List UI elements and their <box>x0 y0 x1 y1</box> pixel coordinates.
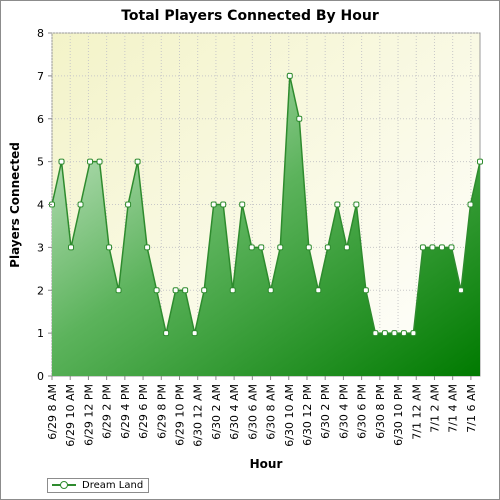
data-point <box>381 330 388 337</box>
x-tick-label: 6/29 10 AM <box>64 384 77 447</box>
data-point <box>400 330 407 337</box>
x-tick-label: 6/30 10 AM <box>283 384 296 447</box>
x-tick-label: 7/1 4 AM <box>447 384 460 433</box>
x-tick-label: 6/30 8 PM <box>374 384 387 439</box>
data-point <box>448 244 455 251</box>
legend: Dream Land <box>47 478 149 493</box>
data-point <box>201 287 208 294</box>
data-point <box>115 287 122 294</box>
data-point <box>77 201 84 208</box>
data-point <box>58 158 65 165</box>
data-point <box>277 244 284 251</box>
x-tick-label: 6/29 8 PM <box>155 384 168 439</box>
data-point <box>315 287 322 294</box>
x-tick-label: 6/30 10 PM <box>392 384 405 446</box>
y-axis-label: Players Connected <box>8 142 22 268</box>
x-tick-label: 6/29 10 PM <box>173 384 186 446</box>
data-point <box>153 287 160 294</box>
data-point <box>429 244 436 251</box>
x-tick-label: 6/30 6 AM <box>246 384 259 440</box>
data-point <box>334 201 341 208</box>
legend-marker-icon <box>60 481 68 489</box>
x-tick-label: 7/1 6 AM <box>465 384 478 433</box>
data-point <box>210 201 217 208</box>
data-point <box>182 287 189 294</box>
y-axis-ticks: 0 1 2 3 4 5 6 7 8 <box>37 27 52 383</box>
data-point <box>248 244 255 251</box>
data-point <box>267 287 274 294</box>
data-point <box>286 72 293 79</box>
series-points <box>49 72 483 337</box>
x-tick-label: 7/1 12 AM <box>410 384 423 440</box>
data-point <box>68 244 75 251</box>
data-point <box>477 158 483 165</box>
y-tick-label: 4 <box>37 199 44 212</box>
legend-label: Dream Land <box>82 480 144 491</box>
data-point <box>305 244 312 251</box>
data-point <box>362 287 369 294</box>
y-tick-label: 0 <box>37 370 44 383</box>
data-point <box>324 244 331 251</box>
x-tick-label: 6/30 4 PM <box>337 384 350 439</box>
x-tick-label: 6/29 4 PM <box>119 384 132 439</box>
data-point <box>258 244 265 251</box>
x-tick-label: 6/29 8 AM <box>46 384 59 440</box>
y-tick-label: 5 <box>37 156 44 169</box>
x-axis-ticks: 6/29 8 AM 6/29 10 AM 6/29 12 PM 6/29 2 PM 6/… <box>46 376 478 447</box>
data-point <box>410 330 417 337</box>
data-point <box>467 201 474 208</box>
x-tick-label: 6/30 8 AM <box>265 384 278 440</box>
y-tick-label: 8 <box>37 27 44 40</box>
chart-title: Total Players Connected By Hour <box>121 8 379 24</box>
y-tick-label: 7 <box>37 70 44 83</box>
data-point <box>343 244 350 251</box>
data-point <box>438 244 445 251</box>
data-point <box>134 158 141 165</box>
x-tick-label: 6/30 12 PM <box>301 384 314 446</box>
x-tick-label: 6/30 2 PM <box>319 384 332 439</box>
data-point <box>391 330 398 337</box>
x-tick-label: 6/29 2 PM <box>101 384 114 439</box>
data-point <box>220 201 227 208</box>
x-tick-label: 6/30 4 AM <box>228 384 241 440</box>
data-point <box>372 330 379 337</box>
x-tick-label: 6/30 2 AM <box>210 384 223 440</box>
data-point <box>296 115 303 122</box>
data-point <box>87 158 94 165</box>
x-tick-label: 6/30 12 AM <box>192 384 205 447</box>
y-tick-label: 1 <box>37 327 44 340</box>
data-point <box>163 330 170 337</box>
data-point <box>229 287 236 294</box>
data-point <box>106 244 113 251</box>
data-point <box>419 244 426 251</box>
data-point <box>96 158 103 165</box>
data-point <box>353 201 360 208</box>
y-tick-label: 3 <box>37 241 44 254</box>
data-point <box>144 244 151 251</box>
series-line-dream-land <box>51 75 481 334</box>
x-tick-label: 6/29 6 PM <box>137 384 150 439</box>
data-point <box>172 287 179 294</box>
data-point <box>191 330 198 337</box>
y-tick-label: 6 <box>37 113 44 126</box>
x-tick-label: 6/30 6 PM <box>356 384 369 439</box>
data-point <box>457 287 464 294</box>
x-tick-label: 6/29 12 PM <box>82 384 95 446</box>
data-point <box>125 201 132 208</box>
data-point <box>239 201 246 208</box>
x-tick-label: 7/1 2 AM <box>428 384 441 433</box>
y-tick-label: 2 <box>37 284 44 297</box>
x-axis-label: Hour <box>250 457 283 471</box>
